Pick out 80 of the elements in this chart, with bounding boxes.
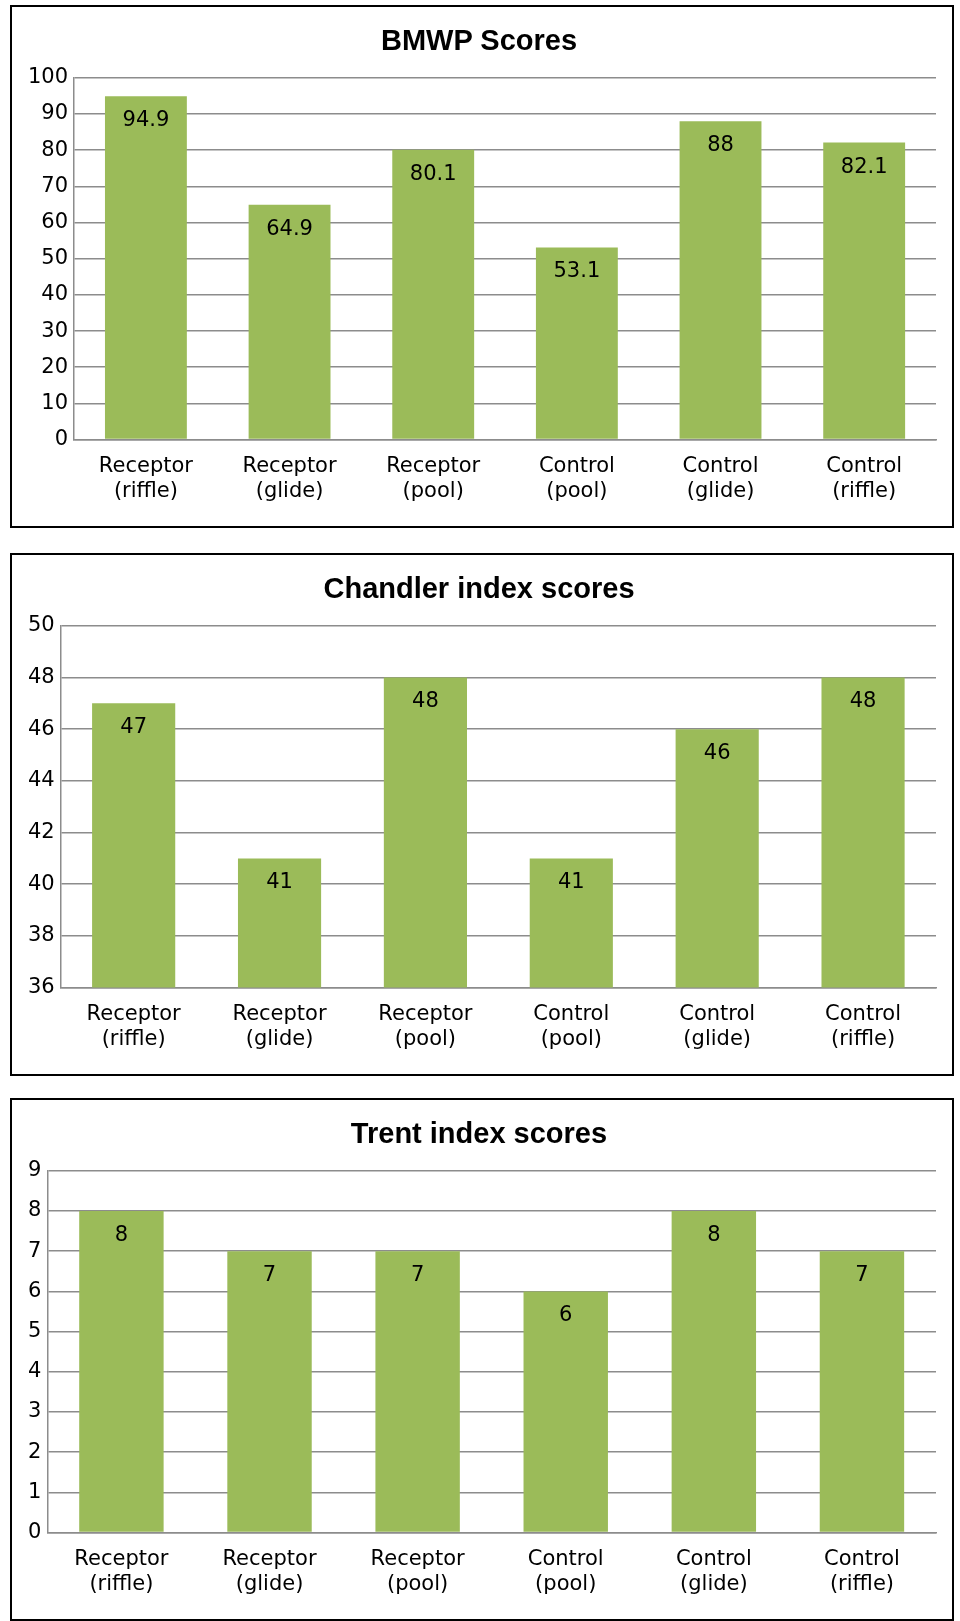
data-label: 7 [262, 1262, 277, 1287]
data-label: 41 [266, 869, 293, 894]
x-tick-label: Receptor (glide) [222, 1545, 317, 1595]
data-label: 8 [114, 1221, 129, 1246]
chart-title: Trent index scores [350, 1117, 608, 1150]
x-tick-label: Control (pool) [538, 452, 615, 502]
y-tick-label: 90 [41, 100, 69, 125]
bar [375, 1251, 460, 1532]
y-tick-label: 100 [27, 64, 69, 89]
bar [79, 1211, 164, 1532]
data-label: 7 [855, 1262, 869, 1287]
x-tick-label: Receptor (pool) [386, 452, 481, 502]
y-tick-label: 0 [27, 1519, 42, 1544]
bar [535, 247, 618, 439]
data-label: 47 [120, 714, 148, 739]
x-tick-label: Control (pool) [527, 1545, 604, 1595]
bar [823, 142, 906, 439]
data-label: 8 [707, 1221, 721, 1246]
y-tick-label: 42 [27, 819, 55, 843]
y-tick-label: 38 [27, 922, 55, 947]
x-tick-label: Control (glide) [679, 1000, 756, 1050]
chart-title: Chandler index scores [323, 572, 635, 605]
y-tick-label: 36 [27, 974, 55, 999]
data-label: 82.1 [840, 153, 888, 178]
data-label: 6 [559, 1302, 573, 1327]
bar [392, 149, 475, 439]
y-tick-label: 20 [41, 353, 69, 378]
x-tick-label: Receptor (pool) [370, 1545, 466, 1595]
bar [671, 1211, 757, 1532]
bar [248, 204, 331, 439]
y-tick-label: 46 [27, 715, 55, 740]
y-tick-label: 40 [27, 870, 55, 895]
x-tick-label: Control (pool) [533, 1000, 610, 1050]
x-tick-label: Control (riffle) [826, 452, 903, 502]
data-label: 48 [412, 688, 439, 713]
x-tick-label: Receptor (glide) [242, 452, 337, 502]
y-tick-label: 80 [41, 136, 69, 161]
y-tick-label: 1 [27, 1478, 42, 1503]
x-tick-label: Receptor (pool) [378, 1000, 473, 1050]
y-tick-label: 60 [41, 208, 69, 233]
data-label: 94.9 [122, 107, 170, 132]
y-tick-label: 40 [41, 281, 69, 306]
chart-title: BMWP Scores [380, 24, 578, 57]
y-tick-label: 44 [27, 767, 55, 792]
bar [227, 1251, 312, 1532]
data-label: 53.1 [553, 258, 601, 283]
x-tick-label: Receptor (glide) [232, 1000, 327, 1050]
y-tick-label: 10 [41, 389, 69, 414]
bar [104, 96, 187, 439]
y-tick-label: 3 [27, 1398, 42, 1423]
y-tick-label: 0 [54, 426, 69, 451]
x-tick-label: Control (glide) [675, 1545, 752, 1595]
y-tick-label: 6 [27, 1277, 42, 1302]
y-tick-label: 4 [27, 1358, 42, 1383]
y-tick-label: 7 [27, 1237, 42, 1262]
bar [819, 1251, 905, 1532]
data-label: 80.1 [409, 160, 457, 185]
y-tick-label: 48 [27, 663, 55, 688]
y-tick-label: 9 [27, 1157, 42, 1182]
data-label: 7 [410, 1262, 425, 1287]
y-tick-label: 8 [27, 1197, 42, 1222]
y-tick-label: 2 [27, 1438, 42, 1463]
x-tick-label: Control (riffle) [823, 1545, 900, 1595]
y-tick-label: 50 [41, 245, 69, 270]
x-tick-label: Receptor (riffle) [74, 1545, 169, 1595]
bar [679, 121, 762, 439]
y-tick-label: 50 [27, 612, 55, 637]
data-label: 88 [707, 132, 734, 157]
bar [523, 1291, 608, 1532]
x-tick-label: Control (glide) [682, 452, 759, 502]
data-label: 64.9 [266, 215, 313, 240]
y-tick-label: 70 [41, 172, 69, 197]
x-tick-label: Control (riffle) [825, 1000, 902, 1050]
data-label: 46 [703, 740, 731, 765]
x-tick-label: Receptor (riffle) [98, 452, 194, 502]
y-tick-label: 5 [27, 1318, 42, 1343]
data-label: 48 [849, 688, 877, 713]
data-label: 41 [557, 869, 585, 894]
y-tick-label: 30 [41, 317, 69, 342]
x-tick-label: Receptor (riffle) [86, 1000, 182, 1050]
